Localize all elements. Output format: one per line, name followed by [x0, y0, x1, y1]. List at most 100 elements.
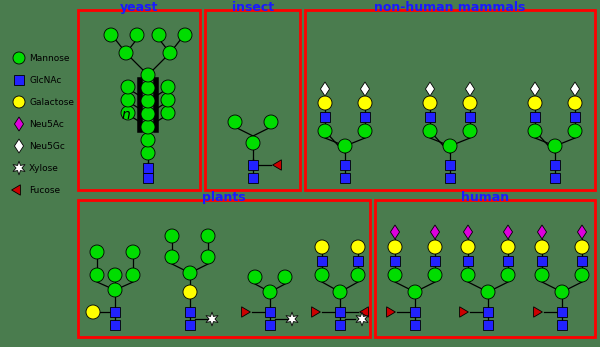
Polygon shape	[533, 307, 542, 317]
Circle shape	[501, 240, 515, 254]
Polygon shape	[430, 225, 440, 239]
Bar	[557, 307, 567, 317]
Bar	[550, 173, 560, 183]
Bar	[425, 112, 435, 122]
Circle shape	[119, 46, 133, 60]
Circle shape	[461, 240, 475, 254]
Circle shape	[141, 146, 155, 160]
Circle shape	[423, 96, 437, 110]
Bar	[445, 173, 455, 183]
Bar	[185, 320, 195, 330]
Polygon shape	[286, 312, 298, 326]
Polygon shape	[14, 139, 23, 153]
Circle shape	[575, 268, 589, 282]
Bar	[248, 160, 258, 170]
Circle shape	[264, 115, 278, 129]
Circle shape	[108, 283, 122, 297]
Circle shape	[535, 240, 549, 254]
Circle shape	[501, 268, 515, 282]
Bar	[185, 307, 195, 317]
Bar	[353, 256, 363, 266]
Circle shape	[315, 240, 329, 254]
Polygon shape	[466, 82, 475, 96]
Circle shape	[141, 94, 155, 108]
Polygon shape	[272, 160, 281, 170]
Circle shape	[121, 80, 135, 94]
Text: non-human mammals: non-human mammals	[374, 0, 526, 14]
Circle shape	[575, 240, 589, 254]
Bar	[143, 163, 153, 173]
Circle shape	[141, 120, 155, 134]
Bar	[503, 256, 513, 266]
Circle shape	[428, 240, 442, 254]
Circle shape	[183, 285, 197, 299]
Polygon shape	[386, 307, 395, 317]
Polygon shape	[503, 225, 512, 239]
Circle shape	[358, 96, 372, 110]
Bar	[570, 112, 580, 122]
Circle shape	[141, 107, 155, 121]
Polygon shape	[359, 307, 368, 317]
Polygon shape	[242, 307, 250, 317]
Circle shape	[388, 240, 402, 254]
Circle shape	[228, 115, 242, 129]
Text: insect: insect	[232, 0, 274, 14]
Circle shape	[263, 285, 277, 299]
Bar	[305, 10, 595, 190]
Bar	[110, 307, 120, 317]
Circle shape	[535, 268, 549, 282]
Circle shape	[528, 124, 542, 138]
Text: Xylose: Xylose	[29, 163, 59, 172]
Polygon shape	[356, 312, 368, 326]
Circle shape	[548, 139, 562, 153]
Bar	[340, 173, 350, 183]
Bar	[320, 112, 330, 122]
Polygon shape	[206, 312, 218, 326]
Bar	[577, 256, 587, 266]
Bar	[465, 112, 475, 122]
Circle shape	[163, 46, 177, 60]
Circle shape	[338, 139, 352, 153]
Bar	[335, 320, 345, 330]
Bar	[463, 256, 473, 266]
Polygon shape	[13, 161, 25, 175]
Bar	[483, 320, 493, 330]
Bar	[110, 320, 120, 330]
Circle shape	[528, 96, 542, 110]
Circle shape	[201, 250, 215, 264]
Bar	[248, 173, 258, 183]
Circle shape	[461, 268, 475, 282]
Bar	[410, 307, 420, 317]
Circle shape	[183, 266, 197, 280]
Circle shape	[141, 68, 155, 82]
Polygon shape	[311, 307, 320, 317]
Circle shape	[443, 139, 457, 153]
Bar	[78, 10, 200, 190]
Circle shape	[278, 270, 292, 284]
Bar	[205, 10, 300, 190]
Circle shape	[165, 250, 179, 264]
Polygon shape	[14, 117, 23, 131]
Circle shape	[388, 268, 402, 282]
Bar	[317, 256, 327, 266]
Text: human: human	[461, 191, 509, 203]
Bar	[430, 256, 440, 266]
Polygon shape	[460, 307, 469, 317]
Circle shape	[201, 229, 215, 243]
Polygon shape	[425, 82, 434, 96]
Circle shape	[178, 28, 192, 42]
Polygon shape	[361, 82, 370, 96]
Text: yeast: yeast	[120, 0, 158, 14]
Circle shape	[351, 240, 365, 254]
Bar	[557, 320, 567, 330]
Circle shape	[108, 268, 122, 282]
Text: Neu5Ac: Neu5Ac	[29, 119, 64, 128]
Text: Mannose: Mannose	[29, 53, 70, 62]
Bar	[360, 112, 370, 122]
Bar	[340, 160, 350, 170]
Bar	[143, 173, 153, 183]
Circle shape	[141, 81, 155, 95]
Polygon shape	[11, 185, 20, 195]
Circle shape	[161, 106, 175, 120]
Circle shape	[351, 268, 365, 282]
